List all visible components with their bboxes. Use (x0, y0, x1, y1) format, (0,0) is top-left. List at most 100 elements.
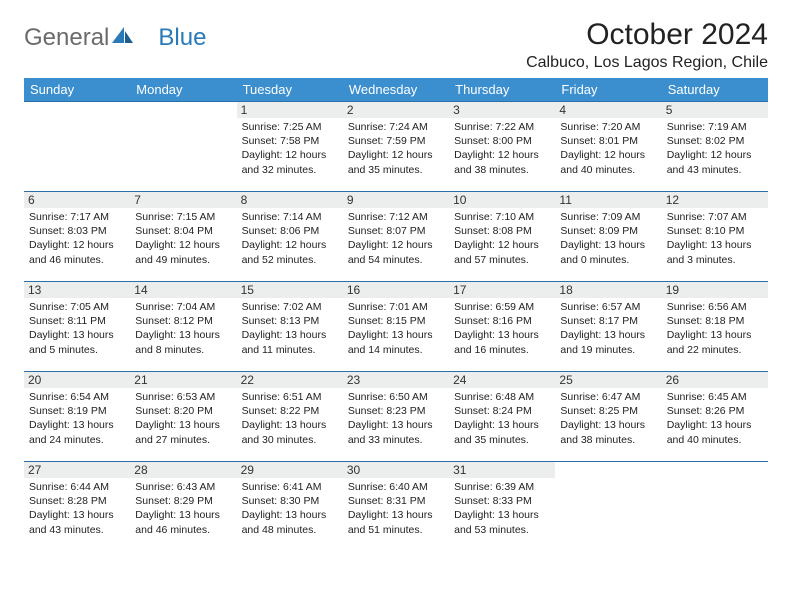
month-title: October 2024 (526, 18, 768, 52)
day-number: 12 (662, 192, 768, 208)
day-details: Sunrise: 7:20 AMSunset: 8:01 PMDaylight:… (560, 120, 656, 177)
day-details: Sunrise: 7:10 AMSunset: 8:08 PMDaylight:… (454, 210, 550, 267)
calendar-page: General Blue October 2024 Calbuco, Los L… (0, 0, 792, 562)
brand-logo: General Blue (24, 18, 206, 52)
day-number: 19 (662, 282, 768, 298)
calendar-cell: 16 Sunrise: 7:01 AMSunset: 8:15 PMDayligh… (343, 282, 449, 372)
day-number: 10 (449, 192, 555, 208)
day-number: 5 (662, 102, 768, 118)
day-details: Sunrise: 7:02 AMSunset: 8:13 PMDaylight:… (242, 300, 338, 357)
weekday-header: Monday (130, 78, 236, 102)
day-number: 16 (343, 282, 449, 298)
calendar-cell: 17 Sunrise: 6:59 AMSunset: 8:16 PMDayligh… (449, 282, 555, 372)
day-details: Sunrise: 6:51 AMSunset: 8:22 PMDaylight:… (242, 390, 338, 447)
day-number: 29 (237, 462, 343, 478)
day-details: Sunrise: 6:44 AMSunset: 8:28 PMDaylight:… (29, 480, 125, 537)
day-details: Sunrise: 7:15 AMSunset: 8:04 PMDaylight:… (135, 210, 231, 267)
calendar-table: Sunday Monday Tuesday Wednesday Thursday… (24, 78, 768, 552)
title-block: October 2024 Calbuco, Los Lagos Region, … (526, 18, 768, 72)
weekday-header: Sunday (24, 78, 130, 102)
day-number: 26 (662, 372, 768, 388)
day-details: Sunrise: 7:25 AMSunset: 7:58 PMDaylight:… (242, 120, 338, 177)
calendar-cell: 6Sunrise: 7:17 AMSunset: 8:03 PMDaylight… (24, 192, 130, 282)
calendar-cell: 3 Sunrise: 7:22 AMSunset: 8:00 PMDaylight… (449, 102, 555, 192)
day-details: Sunrise: 7:04 AMSunset: 8:12 PMDaylight:… (135, 300, 231, 357)
calendar-cell: . (24, 102, 130, 192)
day-details: Sunrise: 6:59 AMSunset: 8:16 PMDaylight:… (454, 300, 550, 357)
day-number: 21 (130, 372, 236, 388)
calendar-row: 20 Sunrise: 6:54 AMSunset: 8:19 PMDayligh… (24, 372, 768, 462)
day-details: Sunrise: 7:17 AMSunset: 8:03 PMDaylight:… (29, 210, 125, 267)
calendar-cell: 29Sunrise: 6:41 AMSunset: 8:30 PMDayligh… (237, 462, 343, 552)
calendar-body: ..1Sunrise: 7:25 AMSunset: 7:58 PMDaylig… (24, 102, 768, 552)
day-number: 7 (130, 192, 236, 208)
calendar-row: 27 Sunrise: 6:44 AMSunset: 8:28 PMDayligh… (24, 462, 768, 552)
day-details: Sunrise: 7:01 AMSunset: 8:15 PMDaylight:… (348, 300, 444, 357)
day-details: Sunrise: 6:47 AMSunset: 8:25 PMDaylight:… (560, 390, 656, 447)
calendar-cell: 27 Sunrise: 6:44 AMSunset: 8:28 PMDayligh… (24, 462, 130, 552)
calendar-cell: 8 Sunrise: 7:14 AMSunset: 8:06 PMDaylight… (237, 192, 343, 282)
day-details: Sunrise: 6:48 AMSunset: 8:24 PMDaylight:… (454, 390, 550, 447)
calendar-cell: 21Sunrise: 6:53 AMSunset: 8:20 PMDayligh… (130, 372, 236, 462)
calendar-cell: . (130, 102, 236, 192)
header: General Blue October 2024 Calbuco, Los L… (24, 18, 768, 72)
calendar-cell: 10 Sunrise: 7:10 AMSunset: 8:08 PMDayligh… (449, 192, 555, 282)
day-number: 8 (237, 192, 343, 208)
day-number: 15 (237, 282, 343, 298)
calendar-row: 6Sunrise: 7:17 AMSunset: 8:03 PMDaylight… (24, 192, 768, 282)
calendar-cell: 23 Sunrise: 6:50 AMSunset: 8:23 PMDayligh… (343, 372, 449, 462)
day-number: 14 (130, 282, 236, 298)
weekday-header: Friday (555, 78, 661, 102)
day-details: Sunrise: 7:14 AMSunset: 8:06 PMDaylight:… (242, 210, 338, 267)
day-number: 9 (343, 192, 449, 208)
day-number: 20 (24, 372, 130, 388)
calendar-cell: 7 Sunrise: 7:15 AMSunset: 8:04 PMDaylight… (130, 192, 236, 282)
calendar-row: 13 Sunrise: 7:05 AMSunset: 8:11 PMDayligh… (24, 282, 768, 372)
day-number: 13 (24, 282, 130, 298)
day-number: 3 (449, 102, 555, 118)
weekday-header-row: Sunday Monday Tuesday Wednesday Thursday… (24, 78, 768, 102)
day-details: Sunrise: 6:56 AMSunset: 8:18 PMDaylight:… (667, 300, 763, 357)
day-number: 11 (555, 192, 661, 208)
location-text: Calbuco, Los Lagos Region, Chile (526, 54, 768, 72)
day-number: 24 (449, 372, 555, 388)
day-number: 25 (555, 372, 661, 388)
day-number: 22 (237, 372, 343, 388)
day-details: Sunrise: 6:39 AMSunset: 8:33 PMDaylight:… (454, 480, 550, 537)
day-details: Sunrise: 6:45 AMSunset: 8:26 PMDaylight:… (667, 390, 763, 447)
calendar-cell: 12Sunrise: 7:07 AMSunset: 8:10 PMDayligh… (662, 192, 768, 282)
day-number: 17 (449, 282, 555, 298)
calendar-cell: 24 Sunrise: 6:48 AMSunset: 8:24 PMDayligh… (449, 372, 555, 462)
calendar-cell: 2Sunrise: 7:24 AMSunset: 7:59 PMDaylight… (343, 102, 449, 192)
day-number: 30 (343, 462, 449, 478)
weekday-header: Saturday (662, 78, 768, 102)
day-details: Sunrise: 7:05 AMSunset: 8:11 PMDaylight:… (29, 300, 125, 357)
calendar-cell: 19 Sunrise: 6:56 AMSunset: 8:18 PMDayligh… (662, 282, 768, 372)
calendar-cell: 14 Sunrise: 7:04 AMSunset: 8:12 PMDayligh… (130, 282, 236, 372)
calendar-cell: 18 Sunrise: 6:57 AMSunset: 8:17 PMDayligh… (555, 282, 661, 372)
calendar-row: ..1Sunrise: 7:25 AMSunset: 7:58 PMDaylig… (24, 102, 768, 192)
brand-part2: Blue (158, 24, 206, 52)
day-number: 18 (555, 282, 661, 298)
day-details: Sunrise: 6:57 AMSunset: 8:17 PMDaylight:… (560, 300, 656, 357)
day-details: Sunrise: 7:19 AMSunset: 8:02 PMDaylight:… (667, 120, 763, 177)
day-details: Sunrise: 7:22 AMSunset: 8:00 PMDaylight:… (454, 120, 550, 177)
day-number: 4 (555, 102, 661, 118)
day-details: Sunrise: 6:54 AMSunset: 8:19 PMDaylight:… (29, 390, 125, 447)
brand-part1: General (24, 24, 109, 52)
sail-icon (112, 24, 134, 52)
calendar-cell: . (555, 462, 661, 552)
calendar-cell: 13 Sunrise: 7:05 AMSunset: 8:11 PMDayligh… (24, 282, 130, 372)
day-details: Sunrise: 6:43 AMSunset: 8:29 PMDaylight:… (135, 480, 231, 537)
calendar-cell: 11 Sunrise: 7:09 AMSunset: 8:09 PMDayligh… (555, 192, 661, 282)
calendar-cell: 30 Sunrise: 6:40 AMSunset: 8:31 PMDayligh… (343, 462, 449, 552)
calendar-cell: 1Sunrise: 7:25 AMSunset: 7:58 PMDaylight… (237, 102, 343, 192)
day-details: Sunrise: 6:50 AMSunset: 8:23 PMDaylight:… (348, 390, 444, 447)
calendar-cell: 9Sunrise: 7:12 AMSunset: 8:07 PMDaylight… (343, 192, 449, 282)
calendar-cell: 4 Sunrise: 7:20 AMSunset: 8:01 PMDaylight… (555, 102, 661, 192)
day-number: 27 (24, 462, 130, 478)
day-number: 23 (343, 372, 449, 388)
day-details: Sunrise: 6:40 AMSunset: 8:31 PMDaylight:… (348, 480, 444, 537)
weekday-header: Tuesday (237, 78, 343, 102)
day-details: Sunrise: 7:09 AMSunset: 8:09 PMDaylight:… (560, 210, 656, 267)
